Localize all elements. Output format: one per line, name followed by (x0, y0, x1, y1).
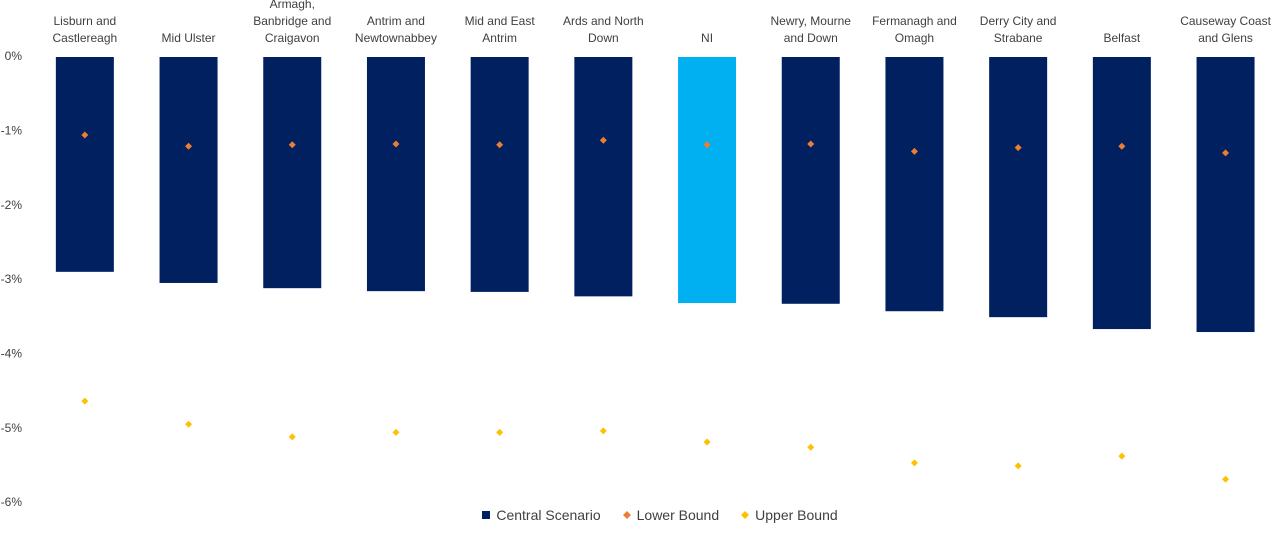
bar (678, 57, 737, 304)
point (703, 141, 711, 149)
point (1222, 475, 1230, 483)
point (185, 142, 193, 150)
legend-swatch (482, 511, 491, 519)
y-tick-label: -2% (1, 198, 23, 212)
point (392, 140, 400, 148)
bar (885, 57, 944, 312)
x-tick-label: NI (701, 31, 714, 45)
bar (55, 57, 114, 272)
point (81, 397, 89, 405)
bar (781, 57, 840, 304)
bar (989, 57, 1048, 318)
point (1118, 452, 1126, 460)
point (599, 136, 607, 144)
x-tick-label: Fermanagh and Omagh (872, 14, 957, 45)
x-tick-label: Mid Ulster (161, 31, 216, 45)
bar (159, 57, 218, 283)
legend-label: Central Scenario (496, 507, 601, 523)
y-tick-label: 0% (5, 49, 23, 63)
x-tick-label: Newry, Mourne and Down (770, 14, 851, 45)
point (599, 427, 607, 435)
point (910, 147, 918, 155)
y-tick-label: -3% (1, 272, 23, 286)
point (1014, 144, 1022, 152)
point (1222, 149, 1230, 157)
x-tick-label: Lisburn and Castlereagh (52, 14, 118, 45)
x-tick-label: Mid and East Antrim (464, 14, 535, 45)
legend-swatch (622, 511, 631, 519)
bar (263, 57, 322, 289)
x-tick-label: Causeway Coast and Glens (1180, 14, 1271, 45)
x-tick-label: Armagh, Banbridge and Craigavon (253, 0, 332, 45)
y-tick-label: -1% (1, 124, 23, 138)
x-tick-label: Antrim and Newtownabbey (354, 14, 437, 45)
point (392, 428, 400, 436)
x-tick-label: Belfast (1103, 31, 1141, 45)
bar (1092, 57, 1151, 330)
point (185, 420, 193, 428)
legend-item: Upper Bound (741, 507, 838, 523)
bar (574, 57, 633, 297)
bar (1196, 57, 1255, 333)
legend-item: Central Scenario (482, 507, 601, 523)
point (496, 428, 504, 436)
point (496, 141, 504, 149)
legend-item: Lower Bound (622, 507, 720, 523)
point (703, 438, 711, 446)
point (1118, 142, 1126, 150)
legend: Central Scenario Lower Bound Upper Bound (0, 507, 1280, 523)
point (910, 459, 918, 467)
bar (470, 57, 529, 292)
point (288, 433, 296, 441)
legend-swatch (741, 511, 750, 519)
point (288, 141, 296, 149)
point (81, 131, 89, 139)
y-tick-label: -6% (1, 495, 23, 509)
x-tick-label: Ards and North Down (562, 14, 644, 45)
x-tick-label: Derry City and Strabane (979, 14, 1057, 45)
bar (366, 57, 425, 292)
point (807, 443, 815, 451)
y-tick-label: -5% (1, 421, 23, 435)
legend-label: Lower Bound (636, 507, 720, 523)
point (1014, 462, 1022, 470)
point (807, 140, 815, 148)
legend-label: Upper Bound (755, 507, 838, 523)
y-tick-label: -4% (1, 347, 23, 361)
